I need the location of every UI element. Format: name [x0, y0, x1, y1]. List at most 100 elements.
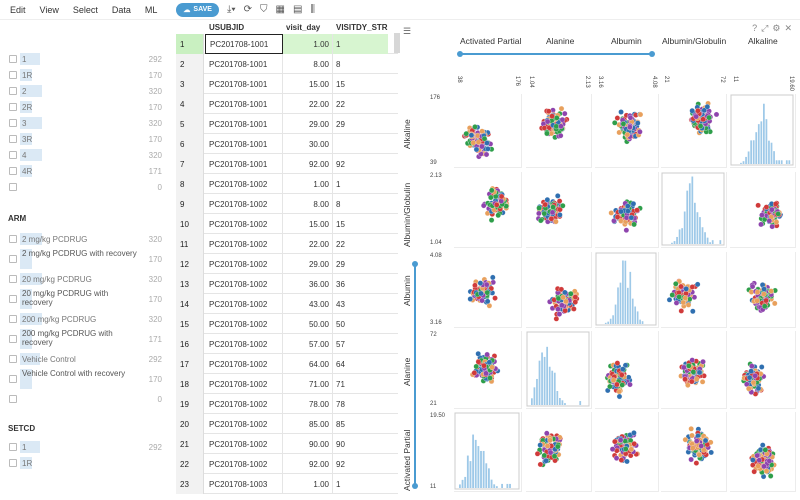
table-row[interactable]: 13 PC201708-1002 36.00 36 — [176, 274, 398, 294]
filter-item[interactable]: 0 — [0, 180, 170, 194]
cell-visit-day[interactable]: 8.00 — [283, 54, 333, 74]
filter-item[interactable]: 20 mg/kg PCDRUG 320 — [0, 272, 170, 286]
cell-visit-day[interactable]: 22.00 — [283, 94, 333, 114]
expand-icon[interactable]: ⤢ — [761, 23, 769, 33]
menu-view[interactable]: View — [39, 4, 59, 15]
table-row[interactable]: 8 PC201708-1002 1.00 1 — [176, 174, 398, 194]
cell-visitdy-str[interactable]: 90 — [336, 439, 345, 449]
filter-item[interactable]: 200 mg/kg PCDRUG with recovery 171 — [0, 328, 170, 350]
hamburger-icon[interactable]: ☰ — [403, 26, 412, 36]
menu-ml[interactable]: ML — [144, 4, 158, 15]
cell-usubjid[interactable]: PC201708-1001 — [205, 54, 283, 74]
close-icon[interactable]: ✕ — [784, 23, 792, 33]
grid-view-icon[interactable]: ▦ — [275, 4, 285, 15]
checkbox[interactable] — [9, 235, 17, 243]
cell-usubjid[interactable]: PC201708-1001 — [205, 74, 283, 94]
cell-visit-day[interactable]: 92.00 — [283, 454, 333, 474]
filter-item[interactable]: 3R 170 — [0, 132, 170, 146]
table-row[interactable]: 20 PC201708-1002 85.00 85 — [176, 414, 398, 434]
cell-visitdy-str[interactable]: 29 — [336, 259, 345, 269]
scatter-cell[interactable] — [595, 172, 659, 248]
cell-visit-day[interactable]: 64.00 — [283, 354, 333, 374]
cell-visit-day[interactable]: 29.00 — [283, 254, 333, 274]
histogram-cell[interactable] — [526, 331, 592, 409]
col-header-usubjid[interactable]: USUBJID — [209, 22, 245, 32]
cell-usubjid[interactable]: PC201708-1002 — [205, 314, 283, 334]
cell-usubjid[interactable]: PC201708-1001 — [205, 94, 283, 114]
scatter-cell[interactable] — [454, 331, 522, 409]
table-row[interactable]: 4 PC201708-1001 22.00 22 — [176, 94, 398, 114]
checkbox[interactable] — [9, 71, 17, 79]
cell-visitdy-str[interactable]: 57 — [336, 339, 345, 349]
checkbox[interactable] — [9, 55, 17, 63]
cell-usubjid[interactable]: PC201708-1001 — [205, 34, 283, 54]
table-row[interactable]: 17 PC201708-1002 64.00 64 — [176, 354, 398, 374]
cell-usubjid[interactable]: PC201708-1002 — [205, 334, 283, 354]
filter-item[interactable]: 1 292 — [0, 52, 170, 66]
cell-usubjid[interactable]: PC201708-1002 — [205, 354, 283, 374]
menu-data[interactable]: Data — [111, 4, 131, 15]
checkbox[interactable] — [9, 135, 17, 143]
scatter-cell[interactable] — [661, 412, 727, 492]
table-row[interactable]: 23 PC201708-1003 1.00 1 — [176, 474, 398, 494]
cell-usubjid[interactable]: PC201708-1002 — [205, 174, 283, 194]
cell-visit-day[interactable]: 92.00 — [283, 154, 333, 174]
checkbox[interactable] — [9, 103, 17, 111]
help-icon[interactable]: ? — [752, 23, 758, 33]
scatter-cell[interactable] — [661, 252, 727, 328]
histogram-cell[interactable] — [730, 94, 796, 168]
scatter-cell[interactable] — [454, 172, 522, 248]
table-row[interactable]: 7 PC201708-1001 92.00 92 — [176, 154, 398, 174]
columns-icon[interactable]: ⫼ — [310, 4, 315, 15]
scatter-cell[interactable] — [730, 412, 796, 492]
scatter-cell[interactable] — [526, 252, 592, 328]
cell-usubjid[interactable]: PC201708-1002 — [205, 434, 283, 454]
table-row[interactable]: 12 PC201708-1002 29.00 29 — [176, 254, 398, 274]
settings-icon[interactable]: ⚙ — [772, 23, 781, 33]
scatter-cell[interactable] — [661, 331, 727, 409]
checkbox[interactable] — [9, 87, 17, 95]
checkbox[interactable] — [9, 459, 17, 467]
cell-usubjid[interactable]: PC201708-1002 — [205, 414, 283, 434]
cell-visitdy-str[interactable]: 36 — [336, 279, 345, 289]
table-row[interactable]: 2 PC201708-1001 8.00 8 — [176, 54, 398, 74]
checkbox[interactable] — [9, 443, 17, 451]
x-range-slider[interactable] — [400, 50, 800, 60]
table-view-icon[interactable]: ▤ — [292, 4, 303, 15]
cell-visitdy-str[interactable]: 1 — [333, 34, 388, 54]
cell-visit-day[interactable]: 1.00 — [283, 34, 333, 54]
filter-item[interactable]: 1R — [0, 456, 170, 470]
cell-usubjid[interactable]: PC201708-1001 — [205, 154, 283, 174]
table-row[interactable]: 21 PC201708-1002 90.00 90 — [176, 434, 398, 454]
cell-visitdy-str[interactable]: 29 — [336, 119, 345, 129]
filter-icon[interactable]: ⛉ — [259, 4, 268, 15]
cell-visit-day[interactable]: 78.00 — [283, 394, 333, 414]
menu-edit[interactable]: Edit — [10, 4, 26, 15]
filter-item[interactable]: 2 320 — [0, 84, 170, 98]
table-row[interactable]: 16 PC201708-1002 57.00 57 — [176, 334, 398, 354]
cell-usubjid[interactable]: PC201708-1002 — [205, 294, 283, 314]
cell-visit-day[interactable]: 22.00 — [283, 234, 333, 254]
scatter-cell[interactable] — [526, 412, 592, 492]
cell-visitdy-str[interactable]: 22 — [336, 99, 345, 109]
filter-item[interactable]: 4 320 — [0, 148, 170, 162]
table-row[interactable]: 14 PC201708-1002 43.00 43 — [176, 294, 398, 314]
scatter-cell[interactable] — [595, 412, 659, 492]
scatter-cell[interactable] — [730, 331, 796, 409]
menu-select[interactable]: Select — [72, 4, 98, 15]
histogram-cell[interactable] — [661, 172, 727, 248]
cell-visitdy-str[interactable]: 22 — [336, 239, 345, 249]
cell-visit-day[interactable]: 29.00 — [283, 114, 333, 134]
filter-item[interactable]: 4R 171 — [0, 164, 170, 178]
checkbox[interactable] — [9, 355, 17, 363]
cell-visit-day[interactable]: 90.00 — [283, 434, 333, 454]
cell-usubjid[interactable]: PC201708-1002 — [205, 234, 283, 254]
cell-visit-day[interactable]: 43.00 — [283, 294, 333, 314]
scatter-cell[interactable] — [595, 94, 659, 168]
filter-item[interactable]: 1 292 — [0, 440, 170, 454]
cell-visitdy-str[interactable]: 64 — [336, 359, 345, 369]
cell-visitdy-str[interactable]: 15 — [336, 219, 345, 229]
cell-visitdy-str[interactable]: 50 — [336, 319, 345, 329]
scatter-cell[interactable] — [454, 94, 522, 168]
cell-visit-day[interactable]: 36.00 — [283, 274, 333, 294]
